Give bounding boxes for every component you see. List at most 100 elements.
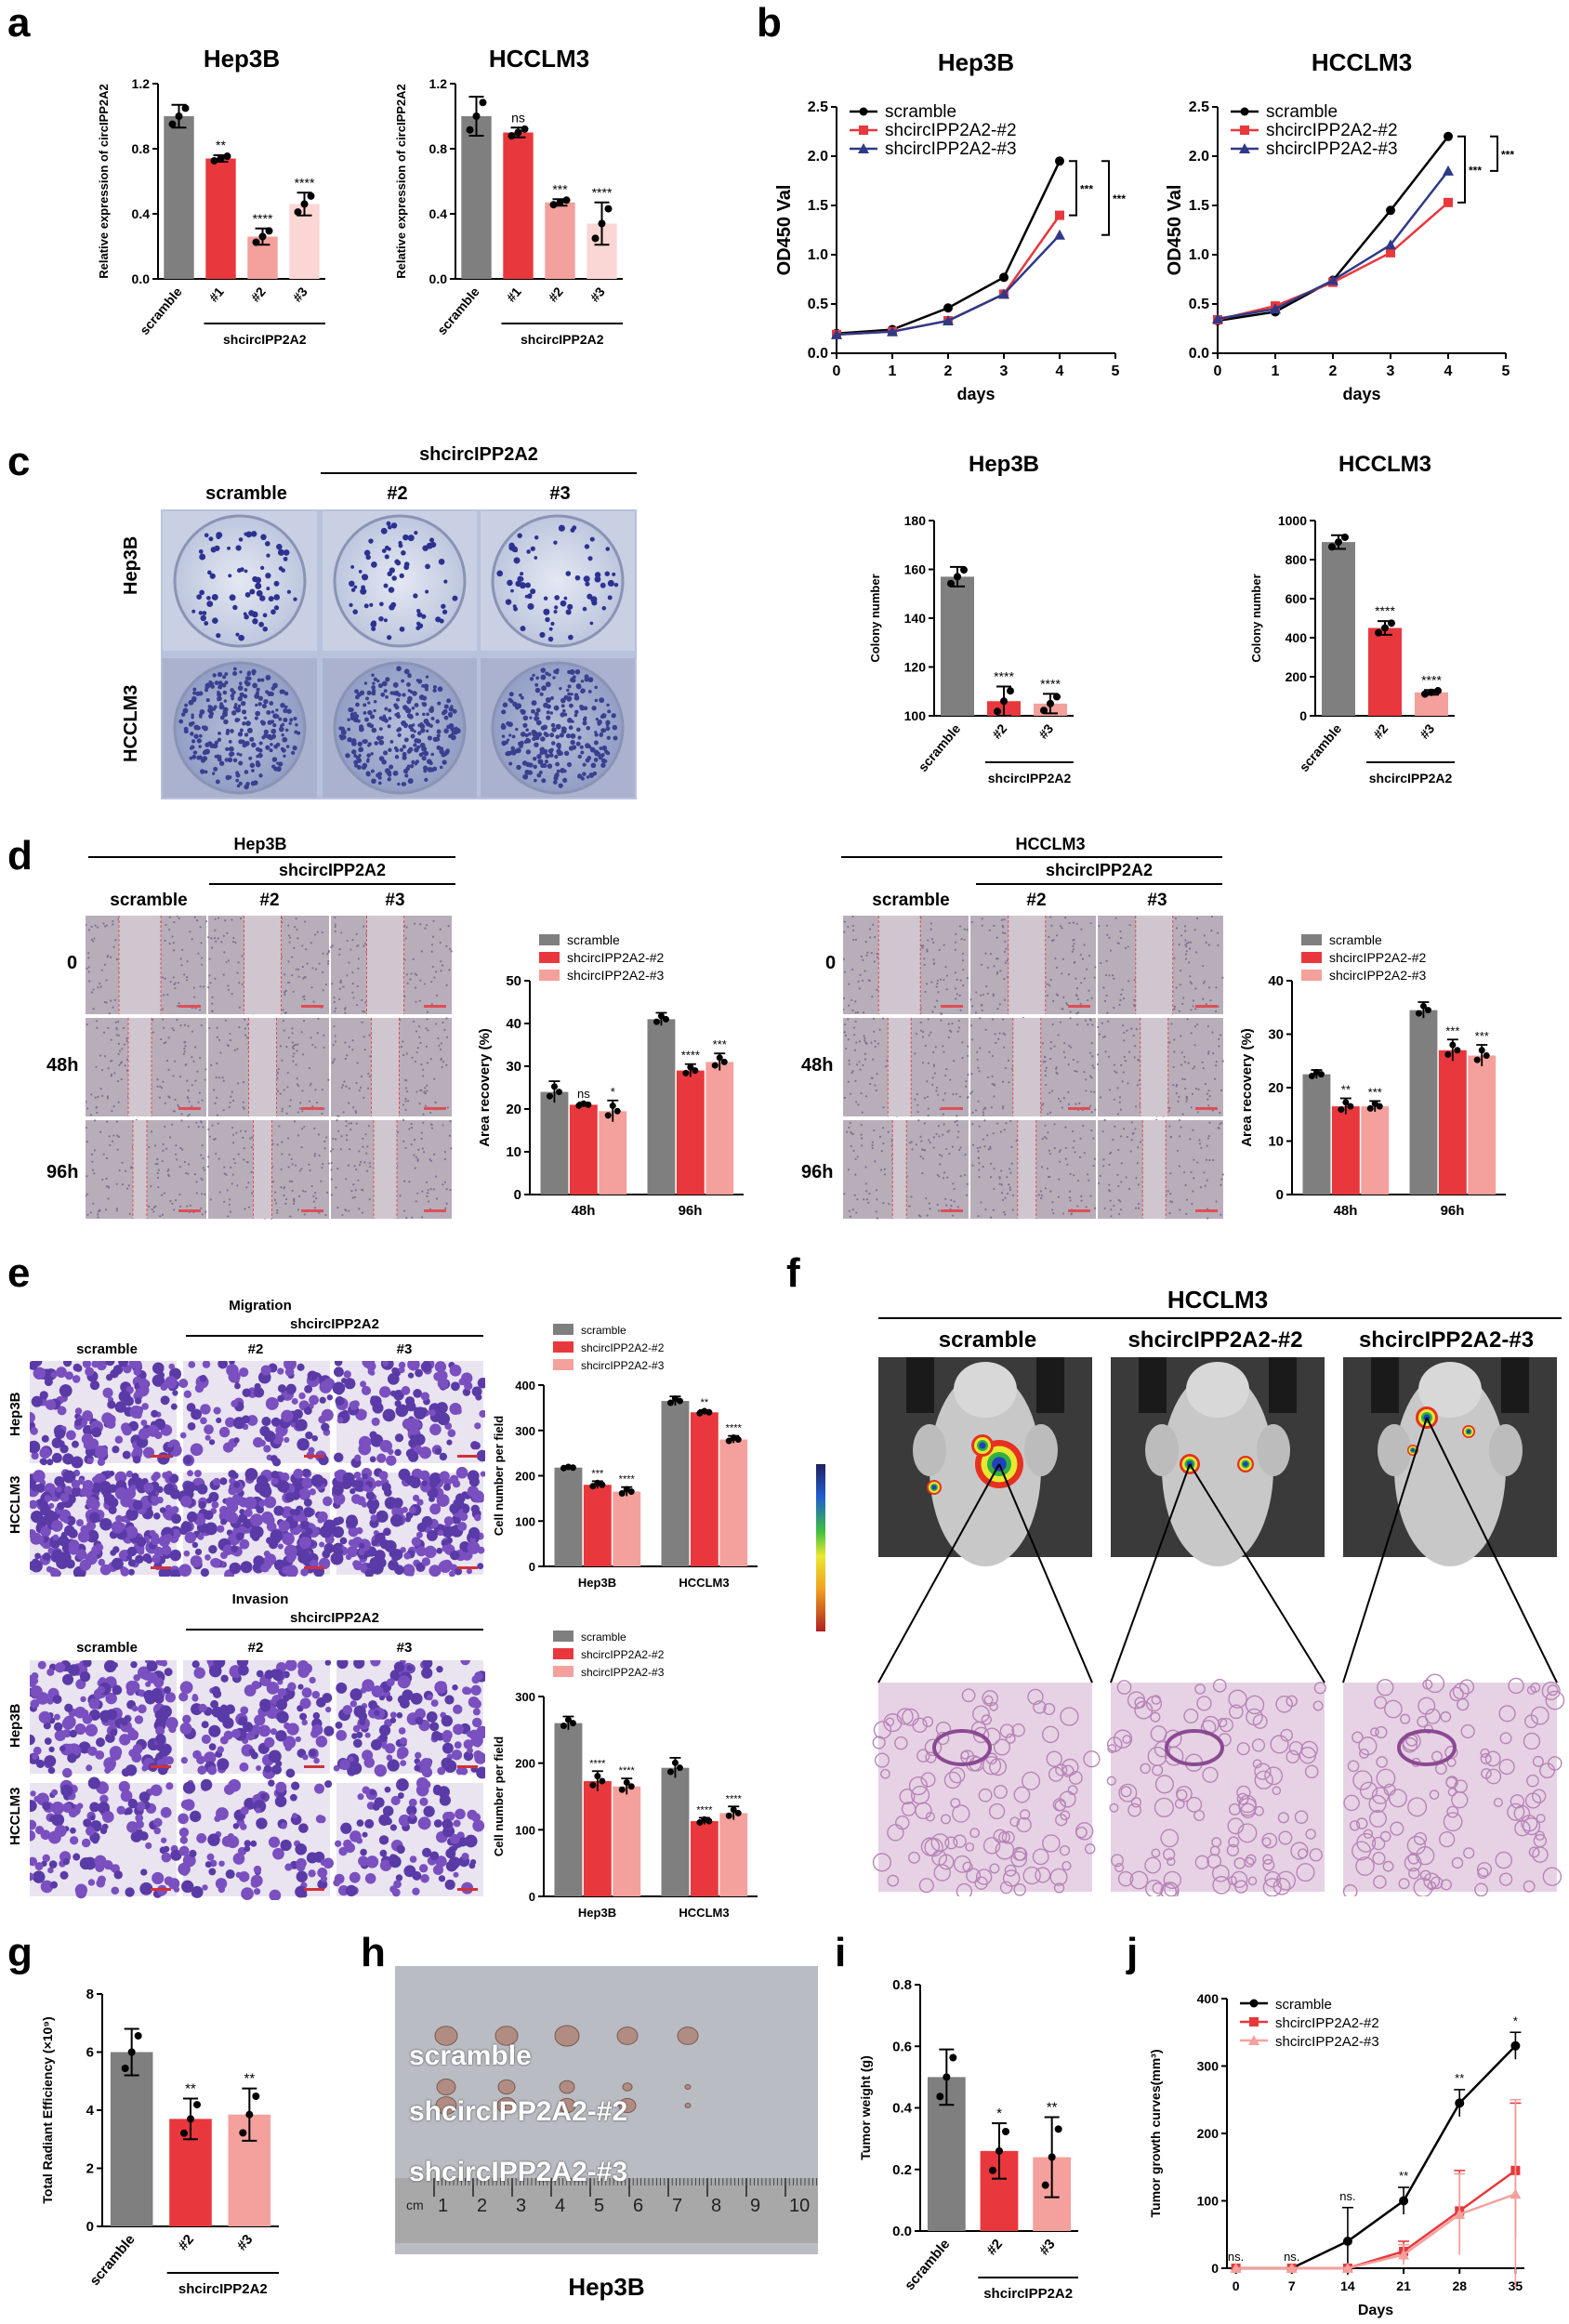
cell — [948, 1029, 952, 1032]
data-point — [949, 2053, 957, 2062]
data-point — [662, 1015, 669, 1023]
cell — [295, 968, 297, 971]
cell — [947, 1036, 950, 1039]
cell — [288, 981, 291, 984]
colony — [240, 701, 246, 706]
cell — [847, 925, 850, 929]
significance-label: *** — [552, 181, 568, 196]
scale-bar — [301, 1107, 323, 1110]
cell — [1007, 1059, 1010, 1062]
colony — [214, 755, 218, 759]
colony — [378, 756, 385, 761]
cell — [232, 1133, 235, 1136]
stained-cell — [295, 1419, 308, 1432]
legend-label: shcircIPP2A2-#3 — [1275, 2034, 1379, 2050]
cell — [934, 1046, 937, 1049]
cell — [1206, 1179, 1208, 1182]
panel-label-c: c — [7, 439, 31, 484]
cell — [210, 1063, 213, 1066]
colony — [439, 618, 444, 624]
cell — [920, 944, 923, 948]
cell — [415, 1050, 418, 1054]
cell — [1215, 1010, 1218, 1013]
cell — [1064, 1157, 1067, 1160]
stained-cell — [260, 1365, 271, 1376]
colony — [180, 712, 186, 717]
y-tick-label: 0.2 — [892, 2162, 912, 2178]
cell — [956, 1136, 959, 1139]
colony — [270, 710, 275, 714]
cell — [298, 1169, 301, 1172]
data-point — [245, 2110, 254, 2119]
cell — [1061, 972, 1063, 975]
cell — [300, 1146, 303, 1149]
cell — [1090, 1076, 1093, 1079]
cell — [227, 988, 231, 991]
y-tick-label: 40 — [506, 1016, 521, 1032]
cell — [299, 1102, 302, 1104]
cell — [1133, 998, 1136, 1001]
cell — [1004, 1213, 1007, 1216]
cell — [112, 923, 114, 926]
cell — [105, 1185, 108, 1188]
cell — [1080, 928, 1083, 931]
cell — [363, 1010, 366, 1013]
colony — [291, 750, 296, 755]
cell — [1088, 1051, 1092, 1054]
cell — [1094, 1108, 1097, 1111]
cell — [955, 932, 957, 935]
colony — [443, 752, 448, 757]
colony — [436, 733, 441, 738]
cell — [947, 1023, 950, 1025]
cell — [1169, 1172, 1172, 1175]
colony — [338, 733, 343, 739]
cell — [420, 950, 423, 953]
cell — [108, 1011, 111, 1015]
colony — [517, 533, 522, 538]
cell — [921, 946, 924, 949]
colony — [448, 706, 454, 712]
colony — [567, 717, 573, 723]
cell — [90, 1153, 94, 1155]
cell — [343, 1008, 346, 1010]
cell — [168, 916, 171, 918]
colony — [244, 770, 249, 774]
cell — [1192, 1067, 1194, 1070]
cell — [1108, 936, 1111, 939]
cell — [343, 1080, 346, 1083]
colony — [269, 748, 273, 753]
bar — [719, 1439, 748, 1566]
cell — [954, 941, 957, 944]
colony — [445, 748, 450, 753]
cell — [1052, 1211, 1055, 1215]
cell — [974, 1011, 978, 1014]
cell — [936, 1203, 939, 1207]
stained-cell — [33, 1367, 46, 1380]
cell — [1136, 1084, 1140, 1087]
cell — [301, 965, 304, 969]
data-point — [562, 196, 571, 205]
cell — [431, 965, 434, 969]
cell — [418, 1103, 421, 1105]
cell — [107, 1197, 110, 1200]
colony — [225, 746, 230, 751]
cell — [874, 1039, 877, 1043]
d-hep3b-line — [88, 856, 455, 858]
cell — [943, 1074, 947, 1077]
cell — [945, 974, 949, 977]
cell — [193, 1046, 197, 1049]
cell — [304, 920, 307, 923]
colony — [496, 570, 504, 577]
scale-bar — [178, 1005, 201, 1008]
cell — [860, 1133, 863, 1136]
cell — [429, 1187, 432, 1191]
cell — [982, 1165, 984, 1169]
cell — [358, 1089, 361, 1092]
cell — [1085, 1206, 1088, 1208]
colony — [429, 706, 434, 710]
colony — [265, 745, 270, 750]
stained-cell — [370, 1395, 377, 1403]
cell — [410, 1126, 414, 1129]
colony — [599, 746, 603, 750]
cell — [926, 1095, 930, 1099]
